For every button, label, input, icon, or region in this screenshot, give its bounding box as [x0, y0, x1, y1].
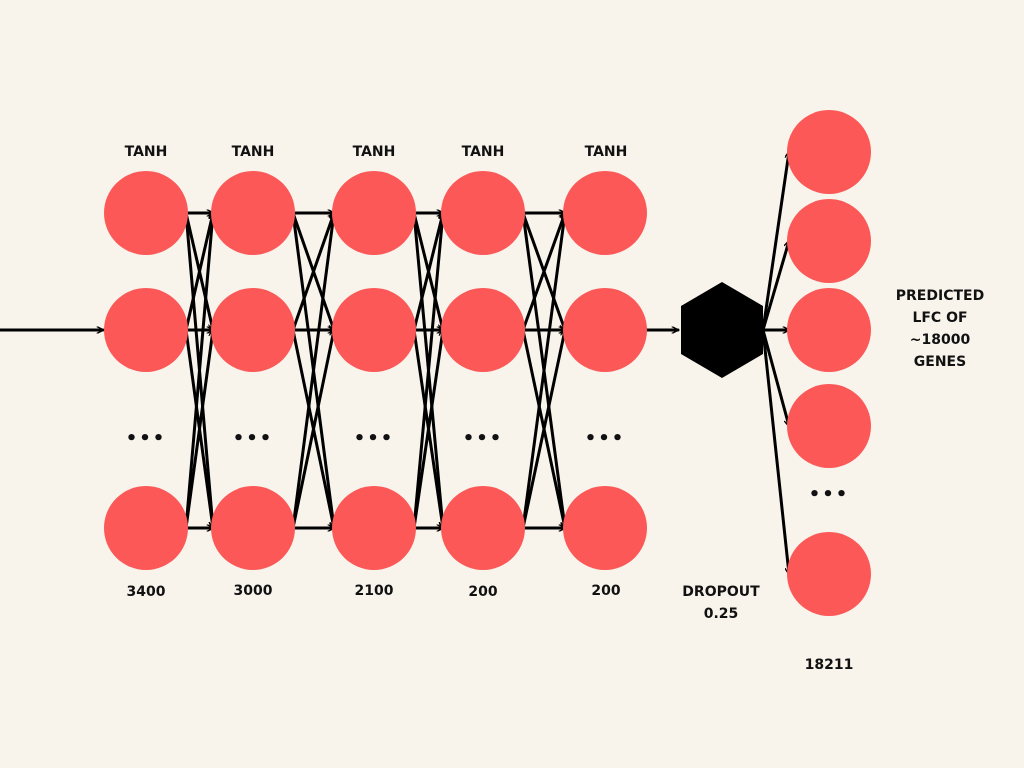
neuron-layer-3-node-2 [332, 288, 416, 372]
output-size: 18211 [805, 657, 854, 673]
arrow-to-output-4 [761, 328, 789, 426]
neuron-layer-1-node-1 [104, 171, 188, 255]
output-neuron-5 [787, 532, 871, 616]
connection-l2-n3-to-n1 [291, 211, 334, 530]
ellipsis-layer-5: ••• [585, 428, 626, 449]
ellipsis-output: ••• [809, 484, 850, 505]
connection-l2-n2-to-n1 [291, 213, 334, 332]
layer-size-5: 200 [591, 583, 620, 599]
output-neuron-1 [787, 110, 871, 194]
layer-size-3: 2100 [355, 583, 394, 599]
output-description-line-4: GENES [914, 354, 966, 370]
neuron-layer-1-node-3 [104, 486, 188, 570]
neuron-layer-5-node-1 [563, 171, 647, 255]
neuron-layer-4-node-2 [441, 288, 525, 372]
ellipsis-layer-1: ••• [126, 428, 167, 449]
output-description-line-1: PREDICTED [896, 288, 984, 304]
activation-label-2: TANH [232, 144, 275, 160]
output-neuron-2 [787, 199, 871, 283]
neuron-layer-2-node-3 [211, 486, 295, 570]
output-description-line-2: LFC OF [912, 310, 967, 326]
connection-l3-n3-to-n2 [412, 328, 443, 530]
neuron-layer-1-node-2 [104, 288, 188, 372]
connection-l3-n3-to-n1 [412, 211, 443, 530]
dropout-label: DROPOUT [682, 584, 760, 600]
output-description-line-3: ~18000 [910, 332, 971, 348]
connection-l4-n3-to-n2 [521, 328, 565, 530]
neuron-layer-3-node-1 [332, 171, 416, 255]
dropout-hexagon [681, 282, 763, 378]
arrow-to-output-1 [761, 150, 789, 332]
neuron-layer-5-node-2 [563, 288, 647, 372]
neuron-layer-5-node-3 [563, 486, 647, 570]
output-neuron-4 [787, 384, 871, 468]
ellipsis-layer-2: ••• [233, 428, 274, 449]
layer-size-1: 3400 [127, 584, 166, 600]
arrow-to-output-5 [761, 328, 789, 576]
connection-l1-n2-to-n1 [184, 211, 213, 332]
connection-l4-n2-to-n1 [521, 213, 565, 332]
connection-l1-n3-to-n1 [184, 211, 213, 530]
connection-l3-n2-to-n1 [412, 213, 443, 332]
ellipsis-layer-4: ••• [463, 428, 504, 449]
neurons [104, 110, 871, 616]
neuron-layer-4-node-3 [441, 486, 525, 570]
connection-l2-n3-to-n2 [291, 328, 334, 530]
activation-label-5: TANH [585, 144, 628, 160]
connection-l1-n3-to-n2 [184, 328, 213, 530]
neuron-layer-3-node-3 [332, 486, 416, 570]
activation-label-4: TANH [462, 144, 505, 160]
dropout-rate: 0.25 [704, 606, 739, 622]
layer-size-4: 200 [468, 584, 497, 600]
activation-label-1: TANH [125, 144, 168, 160]
arrow-to-output-2 [761, 241, 789, 332]
connections [0, 150, 789, 576]
neuron-layer-4-node-1 [441, 171, 525, 255]
neuron-layer-2-node-1 [211, 171, 295, 255]
ellipsis-layer-3: ••• [354, 428, 395, 449]
output-neuron-3 [787, 288, 871, 372]
connection-l4-n3-to-n1 [521, 211, 565, 530]
layer-size-2: 3000 [234, 583, 273, 599]
neuron-layer-2-node-2 [211, 288, 295, 372]
activation-label-3: TANH [353, 144, 396, 160]
